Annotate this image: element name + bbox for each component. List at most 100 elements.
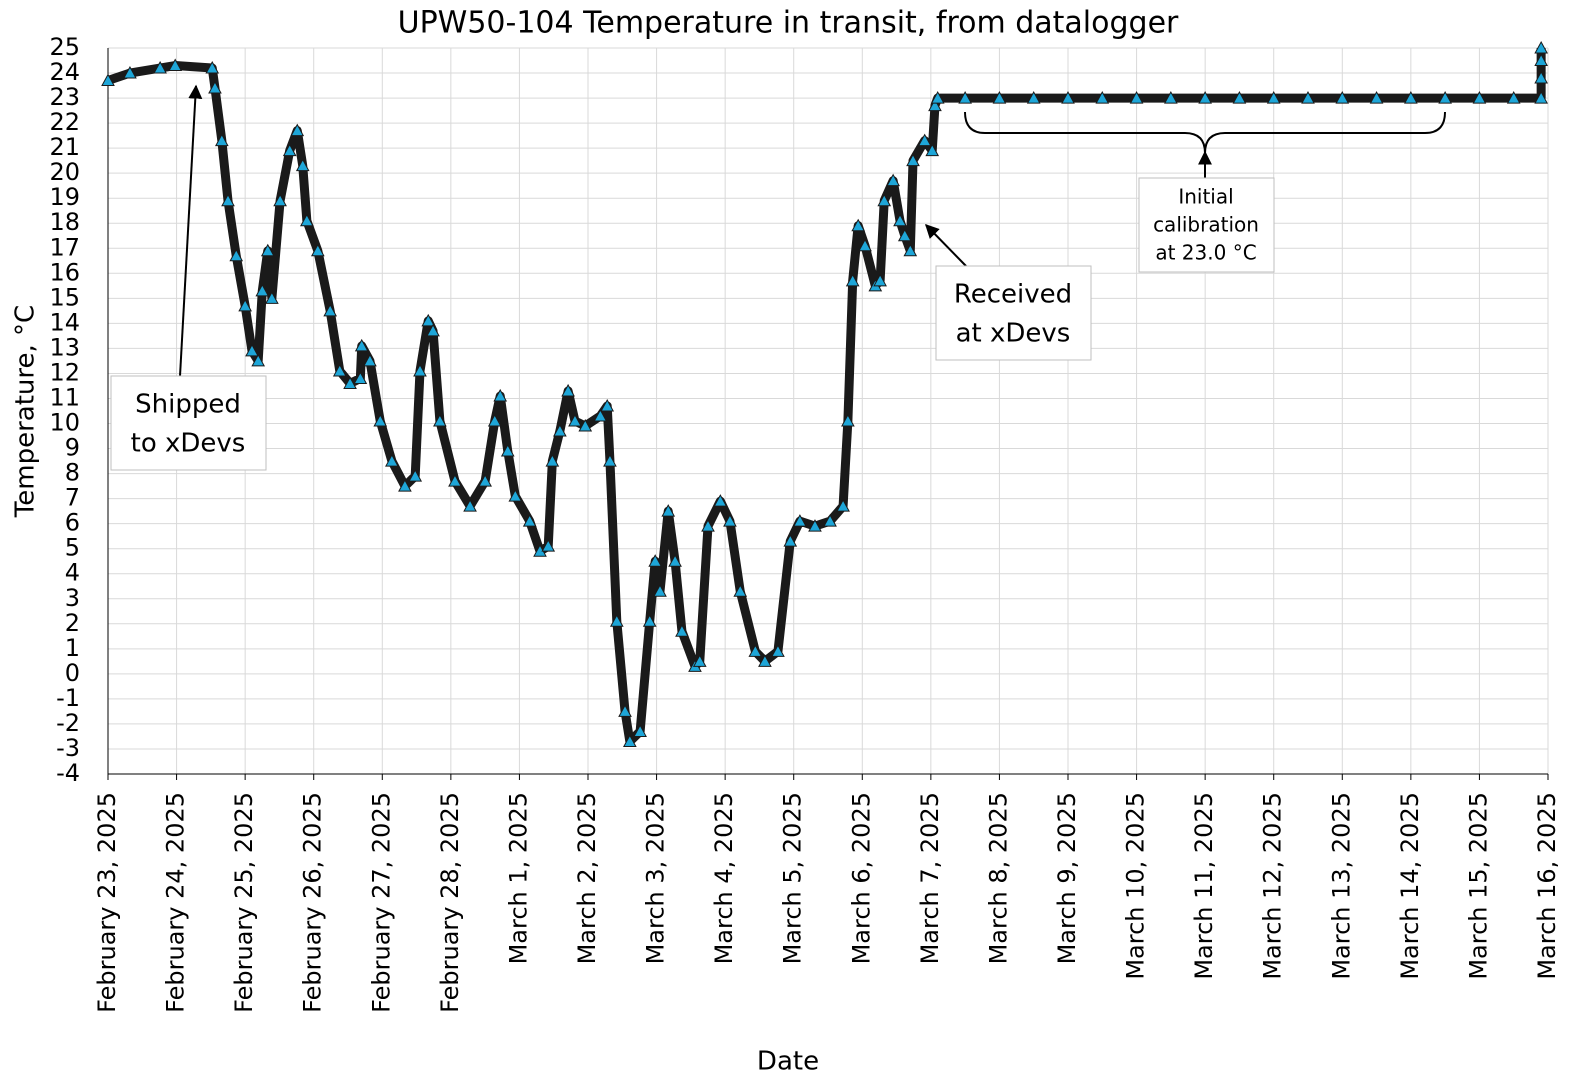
- y-tick-label: 7: [65, 484, 80, 512]
- arrow: [925, 223, 967, 267]
- x-tick-label: March 1, 2025: [504, 792, 532, 964]
- y-tick-label: 13: [49, 333, 80, 361]
- point: [205, 60, 220, 74]
- y-tick-label: 21: [49, 133, 80, 161]
- point: [675, 624, 689, 637]
- y-tick-label: 19: [49, 183, 80, 211]
- x-tick-label: March 11, 2025: [1190, 792, 1218, 980]
- point: [221, 193, 235, 207]
- y-tick-label: 0: [65, 659, 80, 687]
- point: [1534, 53, 1548, 67]
- y-tick-label: 3: [65, 584, 80, 612]
- point: [260, 243, 275, 257]
- point: [323, 303, 338, 317]
- point: [873, 273, 887, 287]
- point: [463, 499, 477, 512]
- point: [668, 554, 682, 567]
- point: [1301, 91, 1315, 104]
- point: [701, 519, 715, 532]
- point: [992, 91, 1007, 104]
- point: [265, 291, 279, 304]
- x-tick-label: February 27, 2025: [367, 792, 395, 1013]
- x-tick-label: February 26, 2025: [299, 792, 327, 1013]
- y-tick-label: 14: [49, 308, 80, 336]
- x-tick-label: March 12, 2025: [1259, 792, 1287, 980]
- y-tick-label: 24: [49, 58, 80, 86]
- point: [282, 143, 297, 157]
- point: [642, 614, 657, 627]
- point: [1534, 70, 1548, 84]
- point: [841, 413, 855, 427]
- point: [886, 173, 900, 187]
- y-tick-label: 11: [49, 383, 80, 411]
- point: [508, 489, 523, 502]
- point: [522, 514, 537, 527]
- point: [363, 353, 377, 367]
- point: [823, 514, 837, 527]
- point: [808, 519, 822, 532]
- point: [373, 413, 388, 427]
- y-tick-label: -2: [56, 709, 80, 737]
- x-tick-label: March 3, 2025: [642, 792, 670, 964]
- point: [845, 273, 860, 287]
- point: [153, 60, 167, 74]
- point: [300, 213, 314, 227]
- point: [1534, 91, 1548, 104]
- point: [426, 323, 440, 337]
- point: [101, 73, 115, 87]
- y-tick-label: 10: [49, 409, 80, 437]
- point: [332, 363, 347, 377]
- point: [1506, 91, 1521, 104]
- point: [758, 654, 772, 667]
- point: [478, 474, 492, 487]
- point: [295, 158, 310, 172]
- point: [229, 248, 244, 262]
- point: [622, 734, 637, 747]
- point: [1095, 91, 1110, 104]
- y-tick-label: 17: [49, 233, 80, 261]
- x-tick-label: February 23, 2025: [93, 792, 121, 1013]
- y-tick-label: 16: [49, 258, 80, 286]
- annotation-text: at 23.0 °C: [1155, 241, 1256, 265]
- point: [553, 423, 567, 437]
- point: [255, 283, 270, 297]
- annotation-box: [1138, 177, 1275, 273]
- point: [343, 376, 357, 389]
- point: [561, 383, 575, 397]
- annotation-text: calibration: [1153, 213, 1259, 237]
- point: [208, 81, 222, 94]
- x-tick-label: March 8, 2025: [984, 792, 1012, 964]
- series-line: [106, 48, 1546, 746]
- point: [653, 584, 667, 597]
- point: [692, 654, 707, 667]
- point: [1266, 91, 1281, 104]
- point: [600, 398, 615, 412]
- x-tick-label: March 10, 2025: [1122, 792, 1150, 980]
- y-tick-label: 8: [65, 459, 80, 487]
- x-tick-label: March 2, 2025: [573, 792, 601, 964]
- point: [925, 143, 940, 157]
- y-tick-label: 5: [65, 534, 80, 562]
- x-tick-label: March 16, 2025: [1533, 792, 1561, 980]
- point: [723, 514, 737, 527]
- x-tick-label: March 5, 2025: [779, 792, 807, 964]
- point: [633, 724, 647, 737]
- y-tick-label: -4: [56, 759, 80, 787]
- point: [713, 494, 728, 507]
- point: [578, 418, 593, 432]
- point: [1061, 91, 1075, 104]
- point: [661, 504, 676, 517]
- point: [433, 413, 447, 427]
- point: [1335, 91, 1350, 104]
- y-tick-label: 18: [49, 208, 80, 236]
- point: [930, 91, 945, 104]
- point: [273, 193, 287, 207]
- point: [1198, 91, 1212, 104]
- annotation-text: Initial: [1178, 185, 1233, 209]
- point: [733, 584, 748, 597]
- point: [793, 514, 807, 527]
- y-tick-label: 2: [65, 609, 80, 637]
- y-tick-label: -3: [56, 734, 80, 762]
- point: [603, 454, 617, 467]
